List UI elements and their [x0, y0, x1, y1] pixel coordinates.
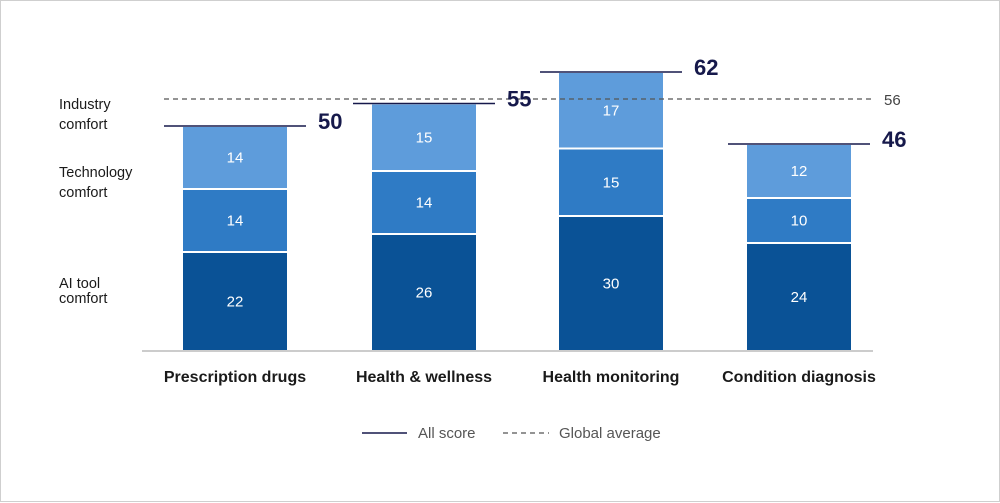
segment-value-label: 24: [791, 289, 808, 306]
row-label: AI tool comfort: [59, 276, 107, 307]
bar-segment: [745, 242, 853, 352]
category-label: Condition diagnosis: [722, 369, 876, 386]
bars-group: 22 14 14 26 14 15 30 15 17 24 10 12: [181, 71, 853, 352]
segment-value-label: 14: [227, 213, 244, 230]
legend-all-score-label: All score: [418, 425, 476, 442]
segment-value-label: 15: [603, 174, 620, 191]
segment-value-label: 26: [416, 285, 433, 302]
segment-value-label: 17: [603, 102, 620, 119]
category-label: Prescription drugs: [164, 369, 306, 386]
total-score-value: 50: [318, 109, 342, 134]
category-label: Health monitoring: [543, 369, 680, 386]
segment-value-label: 12: [791, 163, 808, 180]
bar-segment: [745, 197, 853, 244]
segment-value-label: 30: [603, 276, 620, 293]
row-label: Industry comfort: [59, 97, 111, 133]
total-score-value: 62: [694, 55, 718, 80]
segment-value-label: 15: [416, 129, 433, 146]
legend-global-average-label: Global average: [559, 425, 661, 442]
bar-segment: [745, 143, 853, 199]
bar-segment: [557, 71, 665, 150]
bar-segment: [181, 251, 289, 352]
bar-segment: [370, 170, 478, 235]
bar-segment: [370, 102, 478, 172]
total-score-value: 46: [882, 127, 906, 152]
global-average-value: 56: [884, 92, 901, 109]
segment-value-label: 14: [227, 150, 244, 167]
category-label: Health & wellness: [356, 369, 492, 386]
bar-segment: [181, 188, 289, 253]
bar-segment: [557, 147, 665, 217]
category-labels-group: Prescription drugs Health & wellness Healt…: [164, 369, 876, 386]
bar-segment: [370, 233, 478, 352]
row-labels-group: AI tool comfort Technology comfort Industry c…: [59, 97, 133, 307]
total-score-value: 55: [507, 87, 531, 112]
segment-value-label: 10: [791, 213, 808, 230]
row-label: Technology comfort: [59, 165, 133, 201]
legend: All score Global average: [362, 425, 661, 442]
totals-group: 50 55 62 46: [164, 55, 906, 152]
segment-value-label: 22: [227, 294, 244, 311]
segment-value-label: 14: [416, 195, 433, 212]
